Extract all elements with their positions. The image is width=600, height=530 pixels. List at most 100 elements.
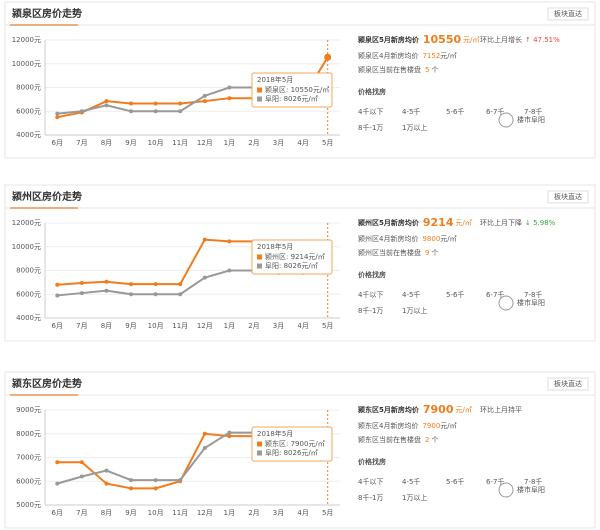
filter-option[interactable]: 6-7千: [486, 290, 504, 299]
link-button[interactable]: [547, 377, 589, 391]
filter-option[interactable]: 1万以上: [402, 493, 427, 502]
y-tick-label: 6000元: [16, 477, 41, 485]
link[interactable]: 板块直达: [554, 192, 582, 201]
link[interactable]: 板块直达: [554, 379, 582, 388]
filter-option[interactable]: 7-8千: [524, 477, 542, 486]
point: [153, 486, 158, 491]
point: [55, 282, 60, 287]
filter-option[interactable]: 8千-1万: [358, 493, 383, 502]
current-price: 颍泉区5月新房均价 10550 元/㎡: [357, 33, 480, 46]
filter-option[interactable]: 4-5千: [402, 290, 420, 299]
x-tick-label: 11月: [172, 322, 188, 330]
change: 环比上月持平: [480, 405, 522, 414]
filter-option[interactable]: 5-6千: [446, 107, 464, 116]
link-button[interactable]: [547, 190, 589, 204]
filter-option[interactable]: 8千-1万: [358, 306, 383, 315]
x-tick-label: 2月: [248, 139, 259, 147]
prev-price: 颍泉区4月新房均价 7152元/㎡: [358, 51, 457, 60]
point: [79, 474, 84, 479]
tooltip-title: 2018年5月: [257, 75, 293, 84]
x-tick-label: 1月: [224, 322, 235, 330]
stock: 颍州区当前在售楼盘 9 个: [358, 248, 438, 257]
point: [55, 481, 60, 486]
watermark-icon: [498, 482, 514, 498]
tooltip-swatch: [257, 263, 262, 269]
filter-option[interactable]: 5-6千: [446, 290, 464, 299]
stock-unit: 个: [431, 66, 438, 74]
watermark: 楼市阜阳: [517, 298, 545, 307]
current-value: 10550: [423, 33, 462, 46]
current-label: 颍泉区5月新房均价: [357, 35, 420, 44]
stock-value: 2: [425, 436, 429, 444]
tooltip-value: 8026元/㎡: [284, 95, 318, 103]
filter-option[interactable]: 4千以下: [358, 290, 383, 299]
point: [79, 291, 84, 296]
y-tick-label: 8000元: [16, 430, 41, 438]
point: [55, 115, 60, 120]
x-tick-label: 7月: [76, 509, 87, 517]
filter-option[interactable]: 1万以上: [402, 306, 427, 315]
filter-option[interactable]: 7-8千: [524, 290, 542, 299]
tooltip-swatch: [257, 254, 262, 260]
stock-label: 颍东区当前在售楼盘: [358, 435, 421, 444]
tooltip: [251, 239, 333, 275]
stock-label: 颍泉区当前在售楼盘: [358, 65, 421, 74]
tooltip-title: 2018年5月: [257, 429, 293, 438]
prev-value: 7152: [422, 52, 440, 60]
filter-option[interactable]: 4千以下: [358, 477, 383, 486]
point: [178, 478, 183, 483]
filter-option[interactable]: 6-7千: [486, 477, 504, 486]
x-tick-label: 7月: [76, 139, 87, 147]
x-tick-label: 9月: [125, 322, 136, 330]
y-tick-label: 6000元: [16, 290, 41, 298]
point: [178, 109, 183, 114]
tooltip-value: 8026元/㎡: [284, 449, 318, 457]
point: [178, 282, 183, 287]
unit: 元/㎡: [456, 406, 472, 414]
tooltip: [251, 426, 333, 462]
point: [202, 275, 207, 280]
tooltip-swatch: [257, 87, 262, 93]
filter-option[interactable]: 4-5千: [402, 477, 420, 486]
tooltip-value: 10550元/㎡: [291, 86, 330, 94]
tooltip-title: 2018年5月: [257, 242, 293, 251]
change-label: 环比上月持平: [480, 405, 522, 414]
y-tick-label: 12000元: [12, 36, 41, 44]
series-name: 阜阳: [265, 261, 279, 270]
filter-option[interactable]: 4千以下: [358, 107, 383, 116]
link-button[interactable]: [547, 7, 589, 21]
filter-option[interactable]: 8千-1万: [358, 123, 383, 132]
prev-label: 颍州区4月新房均价: [358, 234, 418, 243]
series-name: 颍州区: [265, 253, 286, 261]
x-tick-label: 12月: [197, 322, 213, 330]
series-name: 阜阳: [265, 448, 279, 457]
point: [129, 282, 134, 287]
link[interactable]: 板块直达: [554, 9, 582, 18]
separator: :: [279, 95, 284, 103]
change: 环比上月下降 ↓ 5.98%: [480, 218, 556, 227]
point: [178, 101, 183, 106]
point: [227, 85, 232, 90]
x-tick-label: 2月: [248, 322, 259, 330]
y-tick-label: 8000元: [16, 84, 41, 92]
x-tick-label: 8月: [101, 139, 112, 147]
y-tick-label: 12000元: [12, 219, 41, 227]
separator: :: [279, 449, 284, 457]
separator: :: [286, 253, 291, 261]
stock-unit: 个: [431, 249, 438, 257]
point: [79, 460, 84, 465]
filter-option[interactable]: 6-7千: [486, 107, 504, 116]
x-tick-label: 2月: [248, 509, 259, 517]
filter-option[interactable]: 4-5千: [402, 107, 420, 116]
tooltip-value: 8026元/㎡: [284, 262, 318, 270]
separator: :: [279, 262, 284, 270]
point: [153, 109, 158, 114]
stock: 颍泉区当前在售楼盘 5 个: [358, 65, 438, 74]
change-label: 环比上月增长: [480, 35, 522, 44]
filter-option[interactable]: 1万以上: [402, 123, 427, 132]
point: [153, 101, 158, 106]
filter-option[interactable]: 7-8千: [524, 107, 542, 116]
filter-option[interactable]: 5-6千: [446, 477, 464, 486]
series-name: 颍泉区: [265, 85, 286, 94]
